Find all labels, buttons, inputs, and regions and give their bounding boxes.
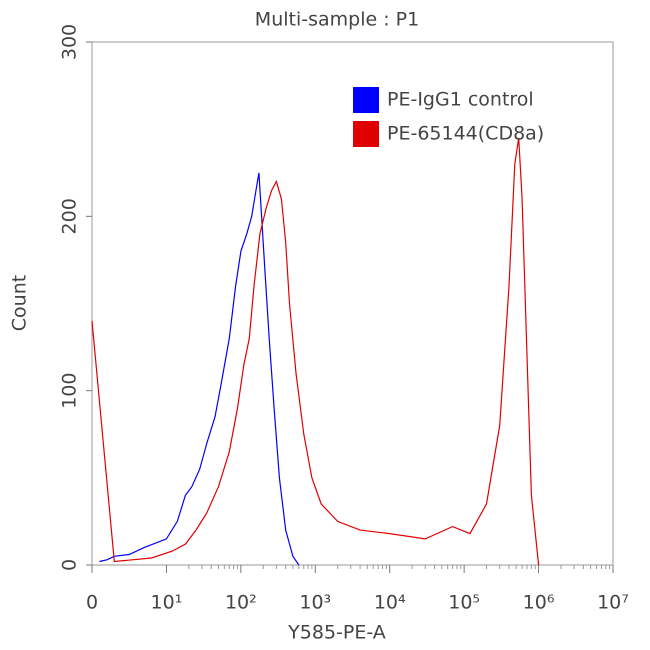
x-tick-label: 0 [86,592,98,614]
x-tick-label: 10¹ [151,592,183,614]
y-tick-label: 200 [59,198,81,234]
y-tick-label: 0 [59,559,81,571]
plot-frame [91,41,614,566]
chart-title: Multi-sample : P1 [255,9,419,31]
x-tick-label: 10⁵ [448,592,480,614]
legend-swatch [353,87,379,113]
y-tick-label: 300 [59,24,81,60]
series-line [91,137,540,566]
legend-label: PE-65144(CD8a) [387,123,544,145]
legend-swatch [353,121,379,147]
x-tick-label: 10³ [299,592,331,614]
x-tick-label: 10² [225,592,257,614]
legend-label: PE-IgG1 control [387,89,534,111]
y-tick-label: 100 [59,373,81,409]
x-axis-label: Y585-PE-A [287,622,386,644]
series-line [99,172,300,566]
x-tick-label: 10⁴ [374,592,406,614]
x-tick-label: 10⁶ [523,592,555,614]
y-axis-label: Count [9,275,31,331]
x-tick-label: 10⁷ [597,592,629,614]
